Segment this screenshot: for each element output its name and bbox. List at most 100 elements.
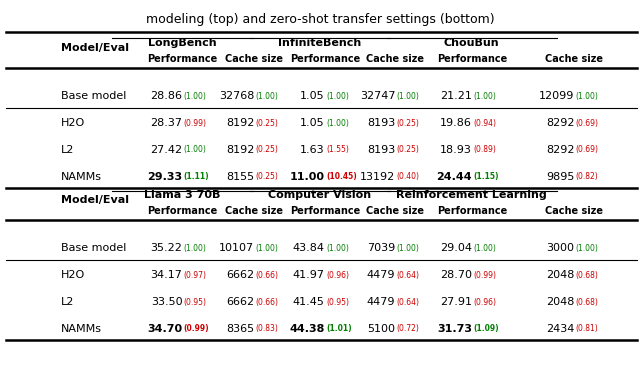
Text: 1.63: 1.63 [300, 145, 325, 155]
Text: 32747: 32747 [360, 91, 396, 101]
Text: (1.00): (1.00) [397, 244, 419, 253]
Text: NAMMs: NAMMs [61, 172, 102, 182]
Text: (1.00): (1.00) [184, 145, 207, 154]
Text: (0.89): (0.89) [474, 145, 496, 154]
Text: L2: L2 [61, 145, 74, 155]
Text: 10107: 10107 [220, 243, 255, 253]
Text: Cache size: Cache size [545, 206, 604, 216]
Text: (1.00): (1.00) [326, 92, 349, 101]
Text: Performance: Performance [290, 54, 360, 64]
Text: 8292: 8292 [546, 145, 575, 155]
Text: H2O: H2O [61, 118, 85, 128]
Text: (0.25): (0.25) [397, 145, 419, 154]
Text: 4479: 4479 [367, 270, 396, 280]
Text: (0.96): (0.96) [474, 298, 496, 307]
Text: 34.70: 34.70 [147, 324, 182, 334]
Text: 29.04: 29.04 [440, 243, 472, 253]
Text: (1.00): (1.00) [326, 244, 349, 253]
Text: Cache size: Cache size [366, 206, 424, 216]
Text: Computer Vision: Computer Vision [268, 190, 372, 200]
Text: 32768: 32768 [219, 91, 255, 101]
Text: Performance: Performance [147, 54, 218, 64]
Text: (0.64): (0.64) [397, 298, 419, 307]
Text: 5100: 5100 [367, 324, 396, 334]
Text: 31.73: 31.73 [437, 324, 472, 334]
Text: 27.42: 27.42 [150, 145, 182, 155]
Text: 19.86: 19.86 [440, 118, 472, 128]
Text: 1.05: 1.05 [300, 118, 325, 128]
Text: 6662: 6662 [227, 297, 255, 307]
Text: H2O: H2O [61, 270, 85, 280]
Text: (0.96): (0.96) [326, 271, 349, 280]
Text: (0.68): (0.68) [576, 298, 598, 307]
Text: (1.00): (1.00) [474, 244, 496, 253]
Text: (1.09): (1.09) [474, 325, 499, 333]
Text: (1.00): (1.00) [474, 92, 496, 101]
Text: (0.82): (0.82) [576, 172, 598, 181]
Text: 28.37: 28.37 [150, 118, 182, 128]
Text: Cache size: Cache size [366, 54, 424, 64]
Text: Performance: Performance [437, 206, 507, 216]
Text: (1.00): (1.00) [576, 244, 598, 253]
Text: (0.81): (0.81) [576, 325, 598, 333]
Text: (0.64): (0.64) [397, 271, 419, 280]
Text: 2434: 2434 [546, 324, 575, 334]
Text: Llama 3 70B: Llama 3 70B [144, 190, 221, 200]
Text: (0.69): (0.69) [576, 145, 598, 154]
Text: 27.91: 27.91 [440, 297, 472, 307]
Text: 8192: 8192 [226, 145, 255, 155]
Text: (1.00): (1.00) [576, 92, 598, 101]
Text: 28.86: 28.86 [150, 91, 182, 101]
Text: Base model: Base model [61, 243, 126, 253]
Text: (0.95): (0.95) [326, 298, 349, 307]
Text: (0.72): (0.72) [397, 325, 419, 333]
Text: Model/Eval: Model/Eval [61, 43, 129, 53]
Text: (0.25): (0.25) [256, 172, 278, 181]
Text: Performance: Performance [437, 54, 507, 64]
Text: Cache size: Cache size [545, 54, 604, 64]
Text: (0.99): (0.99) [184, 119, 207, 128]
Text: 43.84: 43.84 [293, 243, 325, 253]
Text: 41.97: 41.97 [293, 270, 325, 280]
Text: (1.00): (1.00) [184, 92, 207, 101]
Text: Performance: Performance [147, 206, 218, 216]
Text: modeling (top) and zero-shot transfer settings (bottom): modeling (top) and zero-shot transfer se… [146, 13, 494, 26]
Text: (0.94): (0.94) [474, 119, 496, 128]
Text: (0.25): (0.25) [256, 145, 278, 154]
Text: (0.97): (0.97) [184, 271, 207, 280]
Text: 8292: 8292 [546, 118, 575, 128]
Text: 8193: 8193 [367, 145, 396, 155]
Text: 2048: 2048 [546, 270, 575, 280]
Text: (1.11): (1.11) [184, 172, 209, 181]
Text: 41.45: 41.45 [293, 297, 325, 307]
Text: (1.55): (1.55) [326, 145, 349, 154]
Text: (1.01): (1.01) [326, 325, 352, 333]
Text: (0.40): (0.40) [397, 172, 419, 181]
Text: (1.00): (1.00) [256, 244, 278, 253]
Text: Performance: Performance [290, 206, 360, 216]
Text: ChouBun: ChouBun [444, 38, 499, 48]
Text: 29.33: 29.33 [147, 172, 182, 182]
Text: (0.99): (0.99) [184, 325, 209, 333]
Text: LongBench: LongBench [148, 38, 217, 48]
Text: (1.00): (1.00) [184, 244, 207, 253]
Text: (1.00): (1.00) [256, 92, 278, 101]
Text: 44.38: 44.38 [289, 324, 325, 334]
Text: 21.21: 21.21 [440, 91, 472, 101]
Text: (0.99): (0.99) [474, 271, 496, 280]
Text: (10.45): (10.45) [326, 172, 357, 181]
Text: 13192: 13192 [360, 172, 396, 182]
Text: 18.93: 18.93 [440, 145, 472, 155]
Text: InfiniteBench: InfiniteBench [278, 38, 362, 48]
Text: 4479: 4479 [367, 297, 396, 307]
Text: (0.95): (0.95) [184, 298, 207, 307]
Text: (0.25): (0.25) [397, 119, 419, 128]
Text: 7039: 7039 [367, 243, 396, 253]
Text: Model/Eval: Model/Eval [61, 195, 129, 205]
Text: 8192: 8192 [226, 118, 255, 128]
Text: (0.83): (0.83) [256, 325, 278, 333]
Text: (0.69): (0.69) [576, 119, 598, 128]
Text: L2: L2 [61, 297, 74, 307]
Text: Cache size: Cache size [225, 54, 284, 64]
Text: (1.15): (1.15) [474, 172, 499, 181]
